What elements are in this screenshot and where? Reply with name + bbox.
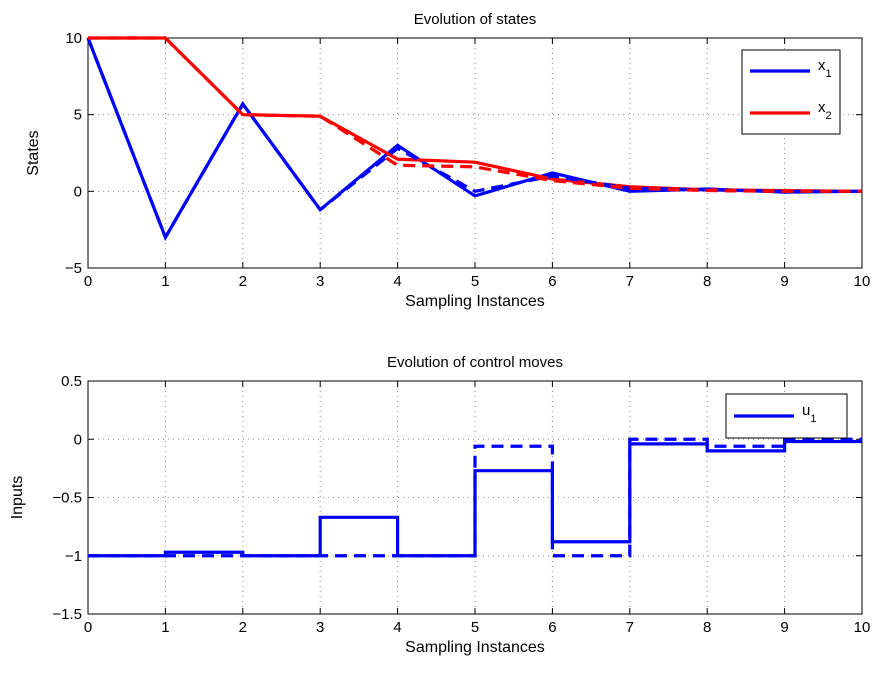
legend-entry: x1 — [818, 57, 832, 80]
chart-title: Evolution of control moves — [387, 354, 563, 371]
x-tick-label: 6 — [548, 273, 556, 290]
x-tick-label: 6 — [548, 619, 556, 636]
x-tick-label: 10 — [854, 619, 871, 636]
legend: u1 — [725, 393, 848, 439]
y-tick-label: 0 — [74, 183, 82, 200]
y-tick-label: 0 — [74, 431, 82, 448]
dashed-series-line-ref3 — [88, 36, 862, 193]
y-axis-label: Inputs — [9, 476, 26, 520]
legend-entry-name: x — [818, 57, 826, 74]
x-tick-label: 0 — [84, 273, 92, 290]
y-tick-label: 10 — [65, 30, 82, 47]
x-tick-label: 5 — [471, 619, 479, 636]
y-tick-label: −0.5 — [52, 490, 82, 507]
y-tick-label: 5 — [74, 107, 82, 124]
x-tick-label: 5 — [471, 273, 479, 290]
x-tick-label: 1 — [161, 273, 169, 290]
y-tick-label: −1 — [65, 548, 82, 565]
control-moves-plot: 0 1 2 3 4 5 6 7 8 9 10 −1.5 −1 −0.5 0 0.5 Evolution of c… — [9, 354, 870, 656]
chart-title: Evolution of states — [414, 11, 537, 28]
x-tick-label: 4 — [393, 273, 401, 290]
x-tick-label: 7 — [626, 619, 634, 636]
x-tick-label: 1 — [161, 619, 169, 636]
x-tick-label: 7 — [626, 273, 634, 290]
dashed-series-line-ref1 — [88, 437, 862, 558]
legend-entry-name: x — [818, 99, 826, 116]
legend-entry-name: u — [802, 402, 810, 419]
x-tick-label: 10 — [854, 273, 871, 290]
legend-entry: u1 — [802, 402, 816, 425]
x-tick-label: 8 — [703, 273, 711, 290]
x-tick-label: 4 — [393, 619, 401, 636]
x-tick-label: 3 — [316, 273, 324, 290]
x-tick-label: 8 — [703, 619, 711, 636]
legend-entry: x2 — [818, 99, 832, 122]
y-tick-label: 0.5 — [61, 373, 82, 390]
x-tick-label: 0 — [84, 619, 92, 636]
legend-entry-subscript: 1 — [810, 413, 816, 425]
legend-entry-subscript: 2 — [826, 110, 832, 122]
dashed-series-line-ref2 — [86, 37, 862, 242]
x-tick-label: 2 — [239, 619, 247, 636]
x-axis-label: Sampling Instances — [405, 293, 545, 310]
x-axis-label: Sampling Instances — [405, 639, 545, 656]
legend-entry-subscript: 1 — [826, 68, 832, 80]
y-tick-label: −5 — [65, 260, 82, 277]
x-tick-label: 2 — [239, 273, 247, 290]
x-tick-label: 3 — [316, 619, 324, 636]
x-tick-label: 9 — [780, 273, 788, 290]
y-axis-label: States — [25, 130, 42, 175]
legend-box — [741, 49, 841, 135]
x-tick-label: 9 — [780, 619, 788, 636]
y-tick-label: −1.5 — [52, 606, 82, 623]
